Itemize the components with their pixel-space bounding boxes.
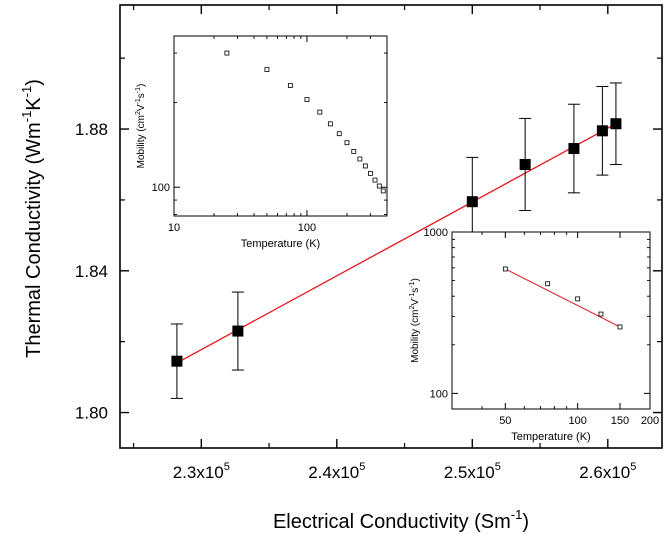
inset-data-point [502, 266, 508, 272]
inset-data-point [351, 149, 357, 154]
x-tick-label: 2.6x105 [579, 461, 636, 482]
inset-data-point [376, 183, 382, 189]
data-point [610, 118, 622, 130]
inset-data-point [545, 281, 551, 287]
y-axis-label-end: ) [23, 79, 45, 86]
inset-y-axis-label: Mobility (cm2V-1s-1) [409, 278, 421, 363]
y-axis-label: Thermal Conductivity (Wm-1K-1) [19, 79, 45, 358]
fit-line [176, 123, 617, 364]
x-tick-label-base: 2.3x10 [173, 463, 224, 482]
inset-y-axis-label: Mobility (cm2V-1s-1) [135, 84, 147, 169]
inset-x-tick-label: 150 [611, 415, 629, 427]
inset-y-label-mid: s [410, 288, 421, 293]
inset-data-point [380, 188, 386, 194]
x-axis-label-end: ) [522, 511, 529, 533]
x-tick-label: 2.3x105 [173, 461, 230, 482]
data-point [596, 125, 608, 137]
inset-y-label-mid: s [136, 93, 147, 98]
x-axis-label-sup: -1 [511, 507, 523, 522]
inset-x-tick-label: 100 [298, 222, 316, 234]
x-tick-label: 2.4x105 [308, 461, 365, 482]
inset-y-label-text: Mobility (cm [410, 310, 421, 363]
x-tick-label: 2.5x105 [444, 461, 501, 482]
x-axis-label-text: Electrical Conductivity (Sm [273, 511, 511, 533]
inset-fit-line [505, 268, 621, 328]
y-tick-label: 1.80 [75, 404, 108, 423]
x-tick-label-exp: 5 [224, 461, 230, 473]
inset-data-point [575, 296, 581, 302]
inset-x-tick-label: 200 [641, 415, 659, 427]
inset-y-tick-label: 100 [430, 388, 448, 400]
inset-frame [451, 231, 651, 410]
x-tick-label-exp: 5 [630, 461, 636, 473]
inset-data-point [317, 109, 323, 115]
inset-x-tick-label: 10 [168, 222, 180, 234]
y-axis-label-text: Thermal Conductivity (Wm [23, 122, 45, 358]
inset-x-tick-label: 50 [499, 415, 511, 427]
inset-x-axis-label: Temperature (K) [241, 238, 320, 250]
inset-data-point [357, 156, 363, 162]
inset-x-tick-label: 100 [568, 415, 586, 427]
inset-y-tick-label: 100 [152, 182, 170, 194]
inset-y-label-sup: -1 [135, 98, 142, 104]
inset-data-point [362, 163, 368, 169]
inset-frame [173, 35, 388, 217]
inset-y-label-text: Mobility (cm [136, 115, 147, 168]
inset-data-point [327, 121, 333, 127]
data-point [171, 355, 183, 367]
y-axis-label-sup: -1 [19, 86, 34, 98]
y-axis-label-sup: -1 [19, 111, 34, 123]
y-axis-label-mid: K [23, 97, 45, 111]
x-tick-label-base: 2.6x10 [579, 463, 630, 482]
y-tick-label: 1.84 [75, 262, 108, 281]
data-point [466, 196, 478, 208]
inset-y-label-sup: 2 [135, 111, 142, 115]
inset-bottom-right-chart: 50 100 150 200 100 1000 Temperature (K) Mobilit… [409, 227, 659, 443]
inset-y-label-mid: V [410, 299, 421, 306]
inset-data-point [372, 177, 378, 183]
inset-data-point [344, 140, 350, 146]
data-point [232, 325, 244, 337]
inset-data-point [224, 50, 230, 56]
data-point [519, 158, 531, 170]
y-tick-label: 1.88 [75, 120, 108, 139]
data-point [568, 143, 580, 155]
inset-data-point [304, 97, 310, 102]
inset-y-tick-label: 1000 [424, 227, 448, 239]
inset-y-label-sup: -1 [409, 293, 416, 299]
inset-data-point [367, 170, 373, 176]
inset-y-label-end: ) [410, 278, 421, 281]
inset-data-point [617, 324, 623, 330]
x-axis-label: Electrical Conductivity (Sm-1) [273, 507, 529, 533]
x-tick-label-base: 2.5x10 [444, 463, 495, 482]
inset-data-point [336, 131, 342, 137]
inset-y-label-sup: -1 [135, 87, 142, 93]
inset-data-point [287, 83, 293, 88]
x-tick-label-exp: 5 [359, 461, 365, 473]
inset-y-label-sup: -1 [409, 281, 416, 287]
x-tick-label-base: 2.4x10 [308, 463, 359, 482]
inset-y-label-sup: 2 [409, 306, 416, 310]
inset-data-point [598, 311, 604, 317]
inset-y-label-mid: V [136, 104, 147, 111]
x-tick-label-exp: 5 [495, 461, 501, 473]
inset-data-point [264, 67, 270, 73]
inset-x-axis-label: Temperature (K) [511, 431, 590, 443]
inset-y-label-end: ) [136, 84, 147, 87]
